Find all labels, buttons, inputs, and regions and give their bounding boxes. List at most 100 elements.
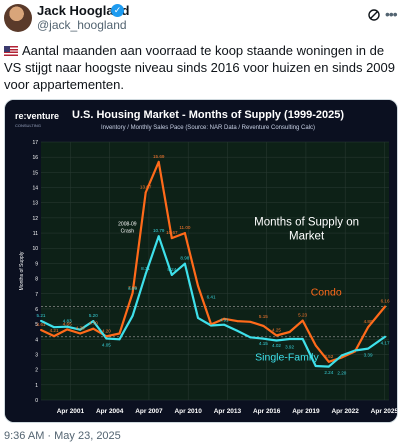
data-label: 3.39 (364, 353, 373, 358)
annotation-crash: Crash (121, 228, 135, 234)
series-point (262, 324, 265, 327)
series-point (314, 344, 317, 347)
series-point (79, 328, 82, 331)
y-tick-label: 3 (35, 352, 38, 358)
y-tick-label: 5 (35, 322, 38, 328)
series-point (40, 329, 42, 332)
data-label: 5.21 (37, 313, 46, 318)
data-label: 4.70 (89, 321, 98, 326)
series-point (223, 317, 226, 320)
x-tick-label: Apr 2007 (135, 408, 163, 415)
y-tick-label: 17 (32, 140, 38, 146)
data-label: 4.91 (220, 317, 229, 322)
gridlines (41, 141, 389, 401)
series-point (327, 360, 330, 363)
series-point (118, 332, 121, 335)
data-label: 6.99 (128, 286, 137, 291)
tweet-media-chart[interactable]: re:venture CONSULTING U.S. Housing Marke… (4, 99, 398, 423)
data-labels: 4.61 4.21 4.65 4.38 4.70 4.20 7.05 13.67 15.69 10… (37, 154, 390, 376)
y-tick-label: 11 (33, 231, 38, 237)
series-point (105, 335, 108, 338)
logo-sub: CONSULTING (15, 123, 41, 128)
y-tick-label: 15 (32, 170, 38, 176)
y-tick-label: 4 (35, 337, 38, 343)
more-icon[interactable]: ••• (385, 6, 398, 22)
series-point (384, 335, 387, 338)
data-label: 10.67 (166, 230, 178, 235)
series-point (92, 320, 95, 323)
data-label: 2.52 (324, 354, 333, 359)
data-label: 5.23 (298, 313, 307, 318)
x-tick-label: Apr 2013 (214, 408, 242, 415)
series-point (288, 331, 291, 334)
y-tick-label: 6 (35, 307, 38, 313)
grok-icon[interactable] (367, 8, 381, 22)
data-label: 4.20 (102, 328, 111, 333)
series-point (53, 335, 56, 338)
data-label: 13.67 (140, 185, 152, 190)
series-point (170, 237, 173, 240)
data-label: 11.00 (179, 225, 191, 230)
data-label: 4.17 (381, 341, 390, 346)
series-point (353, 349, 356, 352)
x-tick-label: Apr 2016 (253, 408, 281, 415)
series-point (223, 323, 226, 326)
series-point (301, 319, 304, 322)
data-label: 4.80 (364, 319, 373, 324)
data-label: 4.05 (102, 343, 111, 348)
x-tick-label: Apr 2019 (292, 408, 320, 415)
series-point (314, 365, 317, 368)
author-name[interactable]: Jack Hoogland (37, 3, 130, 18)
data-label: 2.20 (337, 371, 346, 376)
series-point (66, 328, 69, 331)
x-tick-label: Apr 2001 (57, 408, 85, 415)
tweet-header: Jack Hoogland ✓ @jack_hoogland ••• (0, 0, 400, 36)
timestamp[interactable]: 9:36 AM · May 23, 2025 (4, 430, 121, 442)
x-axis: Apr 2001 Apr 2004 Apr 2007 Apr 2010 Apr 2013… (57, 408, 397, 415)
series-point (105, 337, 108, 340)
legend-condo: Condo (311, 286, 342, 298)
data-label: 8.31 (141, 266, 150, 271)
chart-subtitle: Inventory / Monthly Sales Pace (Source: … (101, 125, 315, 131)
chart-title: U.S. Housing Market - Months of Supply (… (72, 109, 344, 121)
data-label: 7.05 (128, 285, 137, 290)
y-tick-label: 16 (32, 155, 38, 161)
series-point (131, 314, 134, 317)
series-point (236, 329, 239, 332)
y-tick-label: 1 (35, 383, 38, 389)
series-point (118, 338, 121, 341)
avatar[interactable] (4, 4, 32, 32)
series-point (275, 339, 278, 342)
series-point (183, 232, 186, 235)
data-label: 15.69 (153, 154, 165, 159)
plot-area (41, 142, 389, 400)
tweet-body: Aantal maanden aan voorraad te koop staa… (4, 43, 395, 92)
data-label: 4.02 (272, 343, 281, 348)
y-axis-label: Months of Supply (19, 251, 25, 290)
data-label: 4.21 (50, 328, 59, 333)
tweet-text: Aantal maanden aan voorraad te koop staa… (4, 42, 396, 93)
series-point (196, 316, 199, 319)
x-tick-label: Apr 2004 (96, 408, 124, 415)
series-point (183, 262, 186, 265)
data-label: 8.98 (180, 256, 189, 261)
y-tick-label: 10 (32, 246, 38, 252)
y-tick-label: 7 (35, 292, 38, 298)
logo: re:venture (15, 111, 59, 121)
series-point (53, 326, 56, 329)
author-handle[interactable]: @jack_hoogland (37, 18, 127, 32)
series-point (275, 334, 278, 337)
series-point (40, 319, 42, 322)
data-label: 4.25 (272, 328, 281, 333)
y-tick-label: 2 (35, 368, 38, 374)
series-point (131, 292, 134, 295)
data-label: 8.24 (167, 267, 176, 272)
data-label: 6.16 (381, 299, 390, 304)
series-point (249, 320, 252, 323)
series-point (367, 326, 370, 329)
data-label: 3.92 (285, 345, 294, 350)
data-label: 2.24 (324, 370, 333, 375)
series-point (340, 354, 343, 357)
